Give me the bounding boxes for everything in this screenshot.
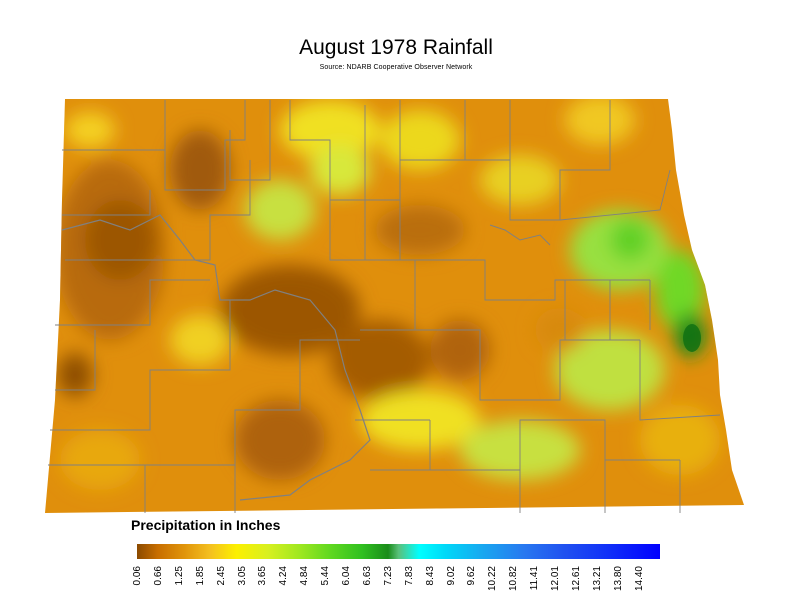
legend-tick-label: 13.80: [612, 566, 624, 592]
legend-tick-label: 7.83: [403, 566, 415, 586]
devils-lake: [489, 224, 551, 246]
legend-tick-label: 13.21: [591, 566, 603, 592]
legend-tick-label: 7.23: [382, 566, 394, 586]
map-subtitle: Source: NDARB Cooperative Observer Netwo…: [319, 64, 473, 71]
legend-tick-label: 2.45: [215, 566, 227, 586]
legend-tick-label: 3.05: [236, 566, 248, 586]
legend-tick-label: 6.04: [341, 566, 352, 586]
legend-tick-label: 9.62: [466, 566, 478, 586]
legend-tick-label: 8.43: [424, 566, 436, 586]
legend-tick-label: 0.06: [132, 566, 143, 586]
legend-tick-label: 1.85: [194, 566, 206, 586]
legend-tick-label: 12.61: [570, 566, 582, 592]
legend-color-bar: [137, 544, 660, 559]
legend-ticks: 0.06 0.66 1.25 1.85 2.45 3.05 3.65 4.24 4.84 5.44…: [130, 566, 670, 606]
legend-tick-label: 11.41: [529, 566, 541, 591]
legend-tick-label: 5.44: [320, 566, 332, 586]
legend-tick-label: 14.40: [633, 566, 645, 592]
legend-tick-label: 12.01: [550, 566, 561, 592]
legend-tick-label: 3.65: [257, 566, 269, 586]
legend-tick-label: 4.24: [278, 566, 290, 586]
legend-title: Precipitation in Inches: [131, 517, 281, 533]
map-title: August 1978 Rainfall: [299, 36, 493, 59]
legend-tick-label: 0.66: [152, 566, 164, 586]
legend-tick-label: 10.22: [487, 566, 499, 592]
county-boundaries: [48, 100, 721, 513]
rainfall-surface: [45, 99, 744, 513]
legend-tick-label: 1.25: [173, 566, 185, 586]
missouri-river: [61, 214, 371, 501]
legend-tick-label: 10.82: [508, 566, 520, 592]
legend-tick-label: 6.63: [361, 566, 373, 586]
legend-tick-label: 9.02: [445, 566, 457, 586]
legend-tick-label: 4.84: [299, 566, 311, 586]
